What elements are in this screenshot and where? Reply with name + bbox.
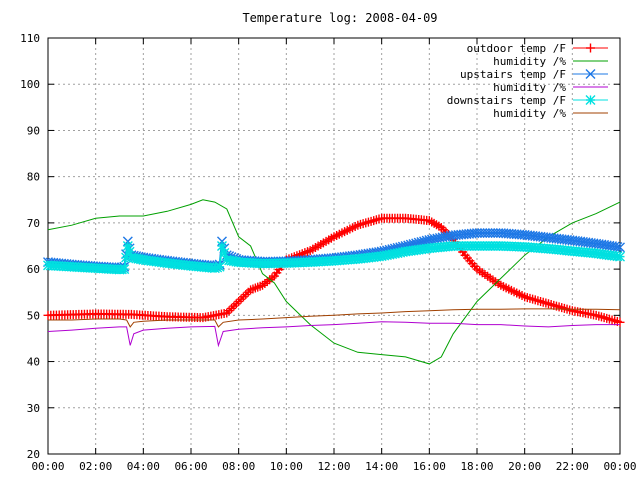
series-1 [47, 199, 621, 365]
series-line [47, 199, 621, 365]
series-point [615, 242, 625, 253]
series-5 [48, 308, 621, 328]
x-tick-label: 14:00 [365, 460, 398, 473]
legend-entry: humidity /% [493, 107, 608, 120]
series-point [615, 317, 625, 327]
legend-marker [586, 43, 595, 53]
legend-label: humidity /% [493, 107, 566, 120]
plot-frame [47, 37, 621, 455]
y-tick-label: 20 [27, 448, 40, 461]
legend-entry: humidity /% [493, 55, 608, 68]
series-point [124, 246, 135, 257]
legend-label: humidity /% [493, 81, 566, 94]
legend-marker [585, 95, 596, 105]
legend-entry: outdoor temp /F [467, 42, 608, 55]
y-tick-label: 100 [20, 78, 40, 91]
legend-label: downstairs temp /F [447, 94, 566, 107]
y-tick-label: 80 [27, 171, 40, 184]
x-tick-label: 10:00 [270, 460, 303, 473]
axes: 20 30 40 50 60 70 80 90 100 110 00:00 02:00 04:00 06:… [20, 32, 636, 473]
series-point [214, 261, 225, 272]
series-line [47, 321, 620, 348]
x-tick-label: 04:00 [127, 460, 160, 473]
y-tick-label: 30 [27, 402, 40, 415]
y-tick-label: 40 [27, 356, 40, 369]
series-3 [47, 321, 620, 348]
x-tick-label: 12:00 [317, 460, 350, 473]
series-point [612, 241, 623, 252]
y-tick-label: 90 [27, 124, 40, 137]
y-tick-label: 70 [27, 217, 40, 230]
x-tick-label: 16:00 [413, 460, 446, 473]
legend-label: outdoor temp /F [467, 42, 566, 55]
x-tick-label: 18:00 [460, 460, 493, 473]
x-tick-label: 06:00 [174, 460, 207, 473]
x-tick-label: 20:00 [508, 460, 541, 473]
series-point [216, 236, 227, 247]
x-tick-label: 22:00 [556, 460, 589, 473]
x-tick-label: 00:00 [603, 460, 636, 473]
series-point [119, 264, 130, 275]
series-layer [43, 199, 625, 365]
legend-label: humidity /% [493, 55, 566, 68]
y-tick-label: 110 [20, 32, 40, 45]
series-point [121, 252, 132, 263]
series-point [615, 251, 625, 262]
legend-label: upstairs temp /F [460, 68, 566, 81]
y-tick-label: 60 [27, 263, 40, 276]
legend-entry: humidity /% [493, 81, 608, 94]
x-tick-label: 00:00 [31, 460, 64, 473]
y-tick-label: 50 [27, 309, 40, 322]
series-line [48, 308, 621, 328]
legend-marker [585, 69, 596, 79]
series-point [219, 247, 230, 258]
series-point [216, 241, 227, 251]
chart-title: Temperature log: 2008-04-09 [242, 11, 437, 25]
legend-entry: upstairs temp /F [460, 68, 608, 81]
x-tick-label: 08:00 [222, 460, 255, 473]
series-4 [43, 241, 625, 275]
series-point [122, 241, 133, 251]
legend-entry: downstairs temp /F [447, 94, 608, 107]
x-tick-label: 02:00 [79, 460, 112, 473]
